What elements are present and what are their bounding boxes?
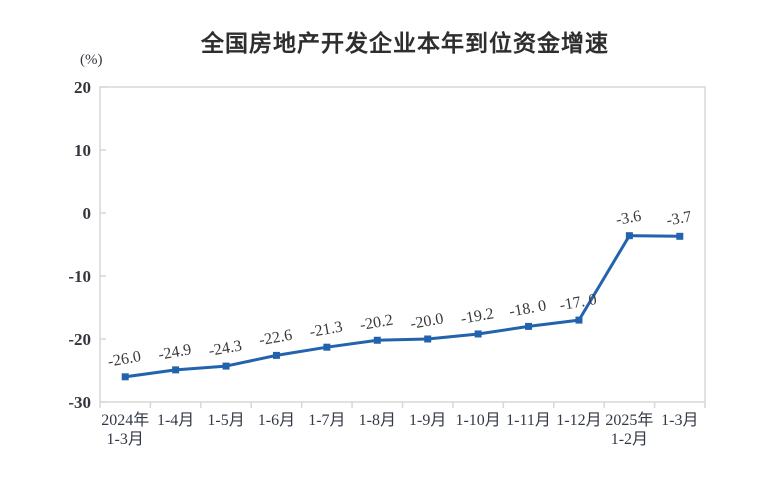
y-axis-tick-label: -10 — [68, 267, 91, 286]
data-point-marker — [525, 322, 533, 330]
value-label: -18. 0 — [508, 297, 548, 320]
value-label: -17. 0 — [558, 291, 598, 314]
y-axis-tick-label: -20 — [68, 330, 91, 349]
data-point-marker — [272, 351, 280, 359]
data-point-marker — [172, 366, 180, 374]
x-axis-label: 1-9月 — [409, 412, 446, 429]
data-point-marker — [424, 335, 432, 343]
x-axis-label: 1-5月 — [207, 412, 244, 429]
x-axis-label: 1-11月 — [506, 412, 551, 429]
value-label: -21.3 — [308, 318, 344, 341]
data-point-marker — [373, 336, 381, 344]
chart-title: 全国房地产开发企业本年到位资金增速 — [201, 31, 609, 57]
x-axis-label: 1-8月 — [359, 412, 396, 429]
y-axis-tick-label: 0 — [83, 204, 92, 223]
data-point-marker — [474, 330, 482, 338]
y-axis-tick-label: 20 — [74, 78, 91, 97]
x-axis-label: 1-4月 — [157, 412, 194, 429]
value-label: -26.0 — [107, 348, 143, 371]
x-axis-label: 1-6月 — [258, 412, 295, 429]
value-label: -3.7 — [665, 208, 693, 229]
value-label: -3.6 — [615, 208, 643, 229]
data-point-marker — [323, 343, 331, 351]
x-axis-label: 2024年 1-3月 — [101, 411, 149, 448]
value-label: -19.2 — [459, 305, 495, 328]
data-point-marker — [676, 232, 684, 240]
data-point-marker — [121, 373, 129, 381]
x-axis-label: 2025年 1-2月 — [605, 411, 653, 448]
y-axis-unit-label: (%) — [80, 52, 103, 68]
value-label: -24.9 — [157, 341, 193, 364]
data-line — [125, 234, 680, 379]
x-axis-label: 1-10月 — [455, 412, 500, 429]
y-axis-tick-label: -30 — [68, 393, 91, 412]
value-label: -20.0 — [409, 310, 445, 333]
value-label: -24.3 — [207, 337, 243, 360]
data-point-marker — [575, 316, 583, 324]
value-label: -22.6 — [258, 327, 294, 350]
y-axis-tick-label: 10 — [74, 141, 91, 160]
x-axis-label: 1-7月 — [308, 412, 345, 429]
x-axis-label: 1-12月 — [556, 412, 601, 429]
x-axis-label: 1-3月 — [661, 412, 698, 429]
value-label: -20.2 — [359, 312, 395, 335]
data-point-marker — [625, 232, 633, 240]
data-point-marker — [222, 362, 230, 370]
